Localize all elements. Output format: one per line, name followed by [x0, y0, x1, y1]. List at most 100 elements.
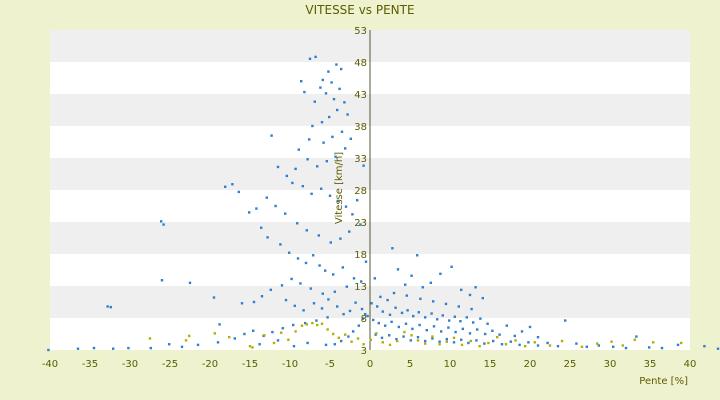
- data-point: [445, 340, 448, 343]
- data-point: [405, 294, 408, 297]
- data-point: [431, 335, 434, 338]
- data-point: [469, 339, 472, 343]
- data-point: [218, 323, 221, 326]
- data-point: [324, 343, 328, 347]
- data-point: [524, 344, 527, 348]
- x-tick-label: -30: [122, 359, 138, 370]
- data-point: [585, 345, 588, 348]
- data-point: [390, 320, 393, 324]
- data-point: [300, 324, 304, 327]
- data-point: [338, 87, 341, 91]
- data-point: [445, 337, 448, 341]
- data-point: [348, 309, 352, 313]
- data-point: [302, 309, 305, 312]
- data-point: [312, 254, 315, 257]
- data-point: [296, 222, 299, 225]
- data-point: [361, 317, 364, 320]
- y-tick-label: 3: [361, 346, 367, 357]
- data-point: [228, 336, 231, 339]
- data-point: [404, 322, 408, 325]
- data-point: [411, 327, 414, 331]
- data-point: [396, 339, 399, 343]
- data-point: [373, 277, 376, 280]
- data-point: [184, 339, 188, 342]
- x-tick-label: 0: [367, 359, 373, 370]
- data-point: [597, 344, 600, 347]
- data-point: [457, 305, 460, 308]
- data-point: [575, 342, 578, 345]
- data-point: [467, 341, 470, 345]
- x-tick-label: 20: [524, 359, 537, 370]
- data-point: [610, 340, 613, 343]
- data-point: [317, 234, 320, 237]
- data-point: [432, 300, 435, 303]
- data-point: [112, 347, 115, 350]
- data-point: [324, 92, 328, 95]
- x-tick-labels: -40 -35 -30 -25 -20 -15 -10 -5 0 5 10 15 20 25 30 35 40: [42, 359, 697, 370]
- data-point: [479, 317, 482, 320]
- data-point: [472, 321, 475, 324]
- data-point: [248, 211, 251, 214]
- data-point: [474, 286, 477, 289]
- data-point: [624, 346, 628, 350]
- data-point: [621, 344, 624, 347]
- data-point: [233, 337, 236, 340]
- data-point: [379, 295, 382, 299]
- data-point: [680, 341, 683, 345]
- data-point: [336, 108, 339, 112]
- y-tick-label: 33: [354, 154, 367, 165]
- data-point: [492, 339, 495, 343]
- data-point: [470, 307, 473, 311]
- data-point: [432, 325, 436, 328]
- data-point: [468, 293, 472, 297]
- data-point: [320, 120, 324, 124]
- x-tick-label: -35: [82, 359, 98, 370]
- y-tick-label: 18: [354, 250, 367, 261]
- data-point: [392, 291, 396, 295]
- data-point: [366, 314, 369, 318]
- data-point: [533, 341, 536, 344]
- data-point: [359, 223, 362, 226]
- data-point: [318, 264, 321, 267]
- data-point: [308, 138, 311, 141]
- data-point: [498, 333, 501, 336]
- data-point: [332, 332, 335, 336]
- data-point: [196, 343, 200, 347]
- data-point: [388, 313, 392, 316]
- data-point: [331, 135, 334, 139]
- data-point: [301, 184, 304, 188]
- data-point: [335, 63, 338, 66]
- data-point: [314, 55, 317, 59]
- data-point: [281, 327, 284, 330]
- y-tick-label: 8: [361, 314, 367, 325]
- data-point: [327, 70, 330, 73]
- data-point: [311, 321, 314, 325]
- data-point: [188, 334, 191, 338]
- data-point: [160, 220, 163, 223]
- data-point: [76, 347, 80, 350]
- data-point: [320, 187, 323, 190]
- data-point: [290, 277, 293, 281]
- data-point: [106, 305, 109, 308]
- data-point: [336, 199, 340, 203]
- data-point: [308, 57, 312, 60]
- data-point: [304, 321, 307, 325]
- data-point: [370, 302, 373, 305]
- data-point: [417, 311, 420, 314]
- x-tick-label: 40: [684, 359, 697, 370]
- data-point: [346, 113, 349, 116]
- data-point: [421, 286, 424, 289]
- y-tick-label: 13: [354, 282, 367, 293]
- data-point: [237, 190, 240, 194]
- y-tick-label: 28: [354, 186, 367, 197]
- data-point: [328, 194, 332, 197]
- data-point: [340, 130, 344, 133]
- data-point: [344, 205, 348, 208]
- data-point: [321, 292, 324, 295]
- data-point: [444, 302, 448, 306]
- data-point: [339, 237, 342, 240]
- data-point: [369, 338, 372, 341]
- data-point: [362, 164, 365, 167]
